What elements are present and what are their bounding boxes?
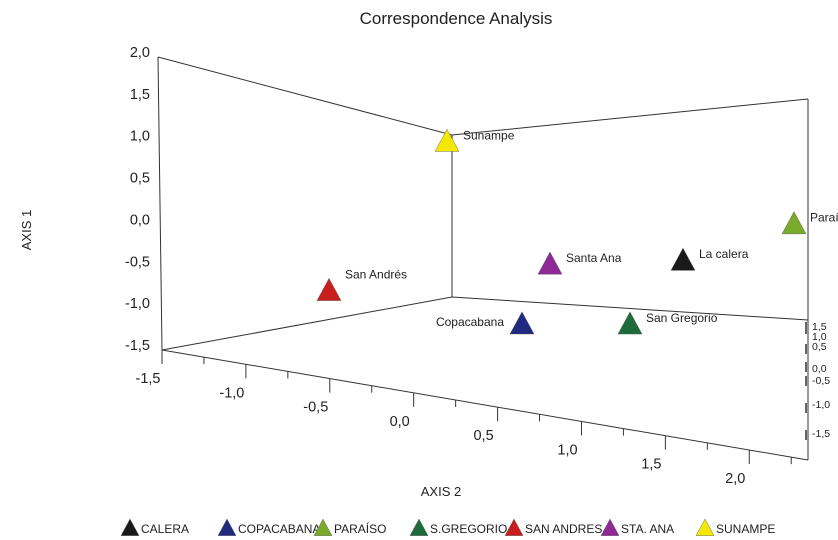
data-point-marker	[670, 247, 696, 271]
x-axis-title: AXIS 2	[421, 484, 461, 499]
data-point-label: Paraíso	[810, 211, 838, 225]
legend: CALERA COPACABANA PARAÍSO S.GREGORIO SAN AND…	[120, 518, 775, 536]
legend-label: COPACABANA	[238, 522, 320, 536]
y-tick-label: 1,5	[130, 87, 150, 103]
plot-frame	[157, 56, 809, 461]
x-tick-label: 1,5	[641, 457, 661, 473]
y-tick-label: 0,5	[130, 171, 150, 187]
x-tick-label: 2,0	[725, 471, 745, 487]
data-points: La calera Copacabana Paraíso San Gregorio Sa…	[316, 128, 838, 335]
legend-label: SAN ANDRES	[525, 522, 602, 536]
data-point-label: Sunampe	[463, 128, 515, 142]
legend-swatch	[120, 518, 140, 536]
data-point-marker	[434, 128, 460, 152]
x-axis-ticks: -1,5 -1,0 -0,5 0,0 0,5 1,0 1,5 2,0	[136, 350, 792, 487]
data-point-label: Santa Ana	[566, 251, 622, 265]
y-tick-label: -1,5	[125, 338, 150, 354]
legend-item: PARAÍSO	[313, 518, 386, 536]
data-point-marker	[509, 311, 535, 335]
z-tick-label: 1,5	[812, 321, 827, 333]
legend-swatch	[504, 518, 524, 536]
legend-label: S.GREGORIO	[430, 522, 507, 536]
data-point-marker	[537, 251, 563, 275]
legend-item: STA. ANA	[600, 518, 674, 536]
legend-label: STA. ANA	[621, 522, 674, 536]
legend-label: CALERA	[141, 522, 189, 536]
legend-swatch	[409, 518, 429, 536]
data-point-label: San Gregorio	[646, 311, 718, 325]
legend-item: SUNAMPE	[695, 518, 775, 536]
data-point-label: Copacabana	[436, 315, 504, 329]
legend-label: SUNAMPE	[716, 522, 775, 536]
legend-item: S.GREGORIO	[409, 518, 507, 536]
y-tick-label: 0,0	[130, 212, 150, 228]
y-tick-label: -1,0	[125, 296, 150, 312]
z-tick-label: -0,5	[812, 375, 830, 387]
chart-title: Correspondence Analysis	[360, 9, 553, 28]
legend-item: CALERA	[120, 518, 189, 536]
z-tick-label: -1,0	[812, 399, 830, 411]
y-tick-label: 1,0	[130, 129, 150, 145]
x-tick-label: -0,5	[303, 400, 328, 416]
legend-label: PARAÍSO	[334, 521, 386, 536]
x-tick-label: 0,5	[473, 428, 493, 444]
y-tick-label: 2,0	[130, 45, 150, 61]
y-tick-label: -0,5	[125, 254, 150, 270]
data-point-label: La calera	[699, 247, 749, 261]
legend-swatch	[695, 518, 715, 536]
legend-item: SAN ANDRES	[504, 518, 602, 536]
z-tick-label: 0,0	[812, 363, 827, 375]
y-axis-title: AXIS 1	[19, 210, 34, 250]
x-tick-label: 0,0	[390, 414, 410, 430]
data-point-label: San Andrés	[345, 267, 407, 281]
legend-swatch	[313, 518, 333, 536]
y-axis-ticks: -1,5 -1,0 -0,5 0,0 0,5 1,0 1,5 2,0	[125, 45, 150, 354]
data-point-marker	[781, 211, 807, 235]
data-point-marker	[316, 277, 342, 301]
data-point-marker	[617, 311, 643, 335]
legend-swatch	[600, 518, 620, 536]
z-tick-label: 1,0	[812, 331, 827, 343]
legend-item: COPACABANA	[217, 518, 320, 536]
z-tick-label: -1,5	[812, 428, 830, 440]
z-tick-label: 0,5	[812, 341, 827, 353]
z-axis-ticks: 1,51,00,5 0,0-0,5 -1,0 -1,5	[805, 321, 830, 440]
legend-swatch	[217, 518, 237, 536]
x-tick-label: -1,5	[136, 371, 161, 387]
x-tick-label: -1,0	[219, 385, 244, 401]
x-tick-label: 1,0	[557, 442, 577, 458]
